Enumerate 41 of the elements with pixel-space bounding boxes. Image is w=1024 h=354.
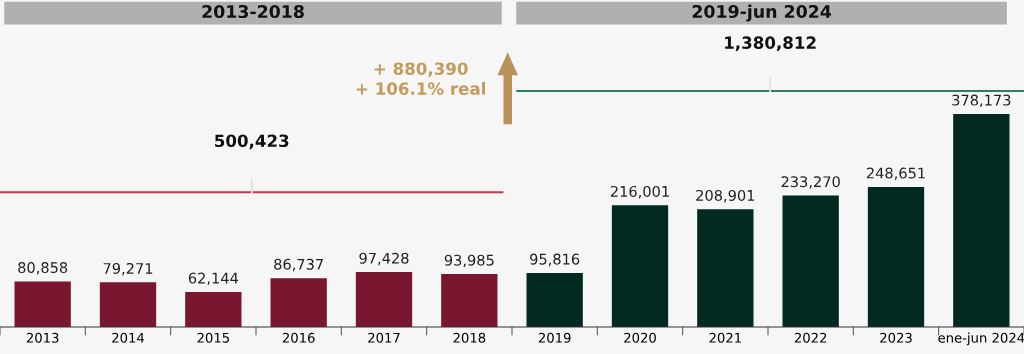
- x-tick-label: 2015: [197, 332, 229, 343]
- bar: [14, 281, 71, 327]
- x-tick-label: 2022: [794, 332, 827, 343]
- x-tick-label: ene-jun 2024: [938, 332, 1024, 346]
- data-label: 248,651: [866, 167, 925, 181]
- data-label: 86,737: [274, 258, 323, 272]
- x-tick-label: 2021: [709, 332, 741, 343]
- x-tick-label: 2016: [282, 332, 315, 343]
- data-label: 233,270: [781, 176, 840, 189]
- data-label: 378,173: [952, 94, 1011, 108]
- text: + 880,390 + 106.1% real: [356, 62, 485, 95]
- bar: [611, 205, 669, 327]
- x-tick-label: 2014: [112, 332, 145, 343]
- x-tick-label: 2023: [880, 332, 912, 343]
- data-label: 208,901: [696, 189, 755, 203]
- x-tick-label: 2020: [624, 332, 656, 343]
- bar: [441, 274, 498, 327]
- data-label: 62,144: [188, 272, 239, 286]
- data-label: 93,985: [444, 254, 494, 268]
- data-label: 79,271: [103, 262, 153, 276]
- bar: [697, 209, 754, 327]
- text: 2019-jun 2024: [692, 4, 832, 22]
- bar: [953, 113, 1010, 327]
- text: 2013-2018: [202, 4, 304, 19]
- data-label: 216,001: [610, 185, 669, 199]
- bar: [526, 273, 583, 327]
- data-label: 97,428: [359, 252, 409, 266]
- data-label: 80,858: [18, 262, 68, 275]
- bar: [355, 272, 413, 327]
- x-tick-label: 2019: [538, 332, 571, 343]
- x-tick-label: 2013: [26, 332, 59, 343]
- x-tick-label: 2018: [453, 332, 486, 343]
- text: 1,380,812: [725, 36, 816, 52]
- bar: [270, 278, 327, 327]
- annotation: 500,423: [215, 134, 289, 150]
- bar: [99, 282, 157, 327]
- data-label: 95,816: [530, 253, 580, 267]
- bar: [185, 291, 242, 327]
- bar: [782, 195, 839, 327]
- bar: [867, 186, 925, 327]
- x-tick-label: 2017: [368, 332, 400, 343]
